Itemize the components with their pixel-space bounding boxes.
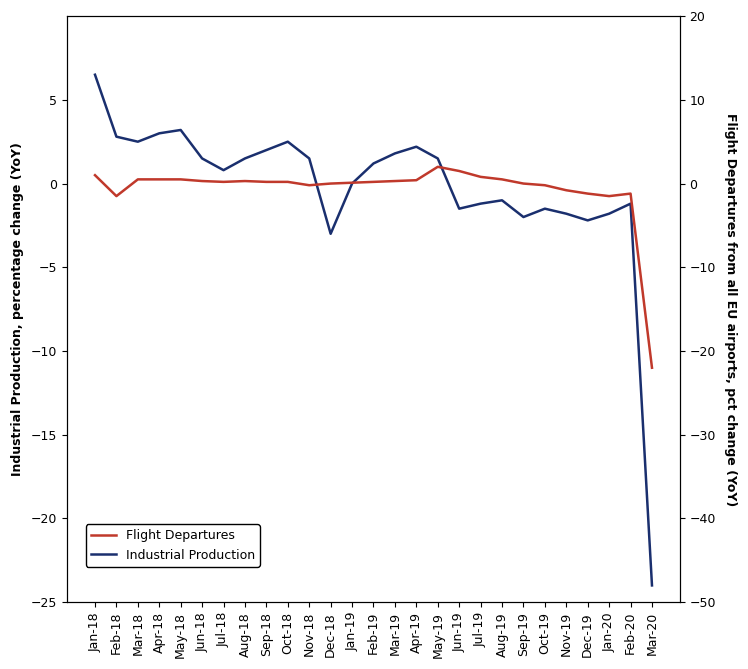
Industrial Production: [262, 146, 271, 154]
Flight Departures: [283, 178, 292, 186]
Flight Departures: [262, 178, 271, 186]
Flight Departures: [412, 176, 421, 184]
Industrial Production: [390, 149, 399, 157]
Industrial Production: [133, 138, 142, 146]
Industrial Production: [519, 213, 528, 221]
Flight Departures: [583, 189, 592, 197]
Flight Departures: [155, 175, 164, 183]
Flight Departures: [177, 175, 186, 183]
Flight Departures: [348, 179, 357, 187]
Flight Departures: [197, 177, 206, 185]
Y-axis label: Flight Departures from all EU airports, pct change (YoY): Flight Departures from all EU airports, …: [724, 112, 737, 506]
Flight Departures: [112, 192, 121, 200]
Line: Flight Departures: Flight Departures: [95, 167, 652, 368]
Flight Departures: [626, 189, 635, 197]
Flight Departures: [433, 163, 442, 171]
Flight Departures: [519, 179, 528, 187]
Industrial Production: [91, 71, 99, 79]
Flight Departures: [240, 177, 249, 185]
Industrial Production: [412, 142, 421, 151]
Industrial Production: [177, 126, 186, 134]
Flight Departures: [326, 179, 335, 187]
Flight Departures: [304, 181, 313, 189]
Industrial Production: [155, 129, 164, 137]
Flight Departures: [497, 175, 506, 183]
Industrial Production: [112, 132, 121, 140]
Flight Departures: [390, 177, 399, 185]
Industrial Production: [219, 166, 228, 174]
Flight Departures: [455, 167, 464, 175]
Flight Departures: [562, 186, 571, 194]
Industrial Production: [433, 155, 442, 163]
Industrial Production: [626, 199, 635, 207]
Legend: Flight Departures, Industrial Production: Flight Departures, Industrial Production: [86, 524, 260, 567]
Flight Departures: [91, 171, 99, 179]
Industrial Production: [540, 205, 549, 213]
Industrial Production: [648, 581, 657, 589]
Industrial Production: [604, 209, 613, 217]
Industrial Production: [348, 179, 357, 187]
Flight Departures: [133, 175, 142, 183]
Industrial Production: [240, 155, 249, 163]
Flight Departures: [219, 178, 228, 186]
Industrial Production: [455, 205, 464, 213]
Flight Departures: [369, 178, 378, 186]
Flight Departures: [648, 364, 657, 372]
Line: Industrial Production: Industrial Production: [95, 75, 652, 585]
Industrial Production: [369, 159, 378, 167]
Industrial Production: [326, 229, 335, 237]
Industrial Production: [304, 155, 313, 163]
Flight Departures: [476, 173, 485, 181]
Y-axis label: Industrial Production, percentage change (YoY): Industrial Production, percentage change…: [11, 142, 24, 476]
Industrial Production: [583, 216, 592, 224]
Flight Departures: [604, 192, 613, 200]
Industrial Production: [497, 196, 506, 204]
Industrial Production: [283, 138, 292, 146]
Industrial Production: [562, 209, 571, 217]
Flight Departures: [540, 181, 549, 189]
Industrial Production: [197, 155, 206, 163]
Industrial Production: [476, 199, 485, 207]
